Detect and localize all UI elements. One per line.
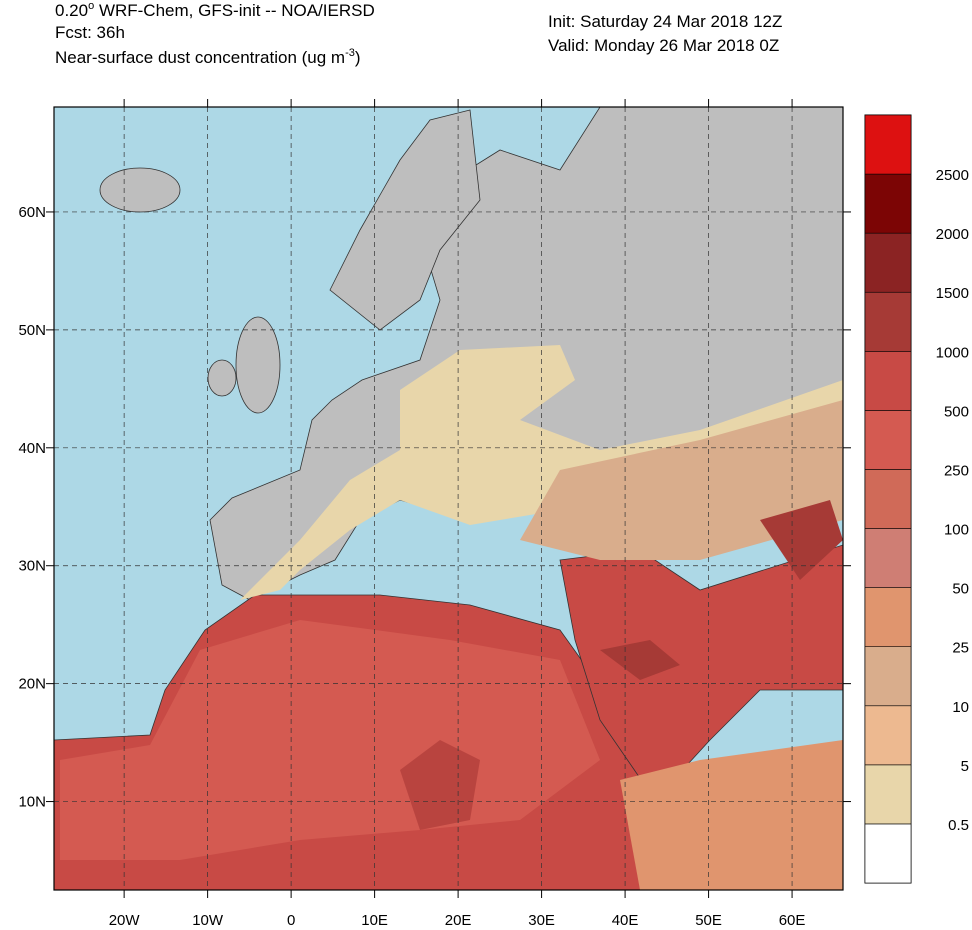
map-frame [53,106,844,891]
y-tick-label: 50N [18,322,46,339]
colorbar-box [864,114,912,175]
colorbar-box [864,646,912,707]
colorbar-box [864,173,912,234]
title-part: o [88,0,94,12]
init-time: Init: Saturday 24 Mar 2018 12Z [548,12,782,31]
colorbar-box [864,528,912,588]
x-tick-label: 40E [612,912,639,929]
dust-light [240,345,843,600]
colorbar-label: 2500 [936,167,969,184]
colorbar-box [864,764,912,825]
colorbar-label: 1000 [936,344,969,361]
y-tick-label: 20N [18,676,46,693]
subtitle: Near-surface dust concentration (ug m-3) [55,47,361,67]
land [207,359,237,397]
forecast: Fcst: 36h [55,23,125,42]
x-tick-label: 20W [109,912,141,929]
colorbar-label: 10 [952,699,969,716]
colorbar-box [864,469,912,529]
colorbar-box [864,705,912,766]
colorbar-label: 25 [952,640,969,657]
land-dust [559,544,843,801]
colorbar-label: 500 [944,403,969,420]
colorbar-box [864,410,912,470]
subtitle-part: -3 [345,47,355,59]
title: 0.20o WRF-Chem, GFS-init -- NOA/IERSD [55,0,375,20]
title-part: 0.20 [55,1,88,20]
subtitle-part: ) [355,48,361,67]
colorbar-label: 0.5 [948,817,969,834]
land [235,316,281,414]
land [99,167,181,213]
colorbar-label: 5 [961,758,969,775]
dust-heavy [760,500,843,580]
colorbar-label: 2000 [936,226,969,243]
colorbar-box [864,351,912,411]
dust [620,740,843,890]
y-tick-label: 40N [18,440,46,457]
dust-heavy [400,740,480,830]
colorbar-box [864,291,912,352]
x-tick-label: 20E [445,912,472,929]
x-tick-label: 30E [528,912,555,929]
x-tick-label: 0 [287,912,295,929]
dust-heavy [600,640,680,680]
x-tick-label: 50E [695,912,722,929]
colorbar-label: 1500 [936,285,969,302]
x-tick-label: 10E [361,912,388,929]
y-tick-label: 10N [18,794,46,811]
colorbar-label: 50 [952,581,969,598]
y-tick-label: 60N [18,204,46,221]
valid-time: Valid: Monday 26 Mar 2018 0Z [548,36,779,55]
map [54,107,843,890]
colorbar-label: 100 [944,522,969,539]
subtitle-part: Near-surface dust concentration (ug m [55,48,345,67]
colorbar-label: 250 [944,462,969,479]
x-tick-label: 10W [192,912,224,929]
colorbar-box [864,587,912,647]
colorbar-box [864,823,912,884]
x-tick-label: 60E [779,912,806,929]
y-tick-label: 30N [18,558,46,575]
land [329,109,481,331]
title-part: WRF-Chem, GFS-init -- NOA/IERSD [94,1,375,20]
colorbar-box [864,232,912,293]
